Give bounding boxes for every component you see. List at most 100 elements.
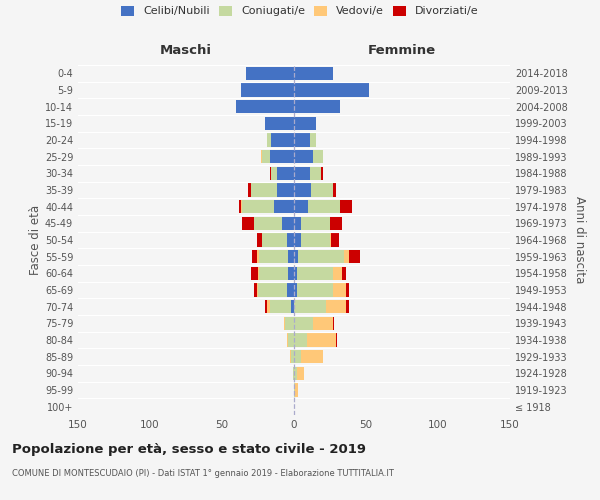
Bar xyxy=(288,250,294,264)
Bar xyxy=(333,184,336,196)
Bar xyxy=(258,266,259,280)
Bar xyxy=(259,266,288,280)
Bar xyxy=(258,284,287,296)
Bar xyxy=(236,100,294,114)
Bar xyxy=(241,200,242,213)
Bar xyxy=(248,184,251,196)
Bar xyxy=(336,334,337,346)
Bar xyxy=(277,166,294,180)
Bar xyxy=(311,184,333,196)
Bar xyxy=(254,216,283,230)
Bar xyxy=(294,100,340,114)
Bar xyxy=(269,150,294,164)
Bar xyxy=(251,266,258,280)
Bar xyxy=(294,84,369,96)
Bar xyxy=(294,234,301,246)
Bar xyxy=(259,250,288,264)
Y-axis label: Fasce di età: Fasce di età xyxy=(29,205,42,275)
Bar xyxy=(266,134,271,146)
Bar xyxy=(288,334,294,346)
Bar xyxy=(283,216,294,230)
Bar xyxy=(313,150,323,164)
Text: Popolazione per età, sesso e stato civile - 2019: Popolazione per età, sesso e stato civil… xyxy=(12,442,366,456)
Bar xyxy=(330,216,341,230)
Bar xyxy=(294,350,301,364)
Bar xyxy=(301,234,330,246)
Bar xyxy=(326,300,346,314)
Bar xyxy=(322,166,323,180)
Bar xyxy=(294,334,307,346)
Bar xyxy=(269,300,291,314)
Bar xyxy=(301,350,323,364)
Bar xyxy=(241,84,294,96)
Bar xyxy=(286,316,294,330)
Bar xyxy=(254,284,257,296)
Bar xyxy=(346,300,349,314)
Bar xyxy=(294,200,308,213)
Y-axis label: Anni di nascita: Anni di nascita xyxy=(573,196,586,284)
Bar xyxy=(301,216,330,230)
Bar xyxy=(308,200,340,213)
Bar xyxy=(293,366,294,380)
Text: Femmine: Femmine xyxy=(368,44,436,58)
Bar xyxy=(294,250,298,264)
Bar xyxy=(288,266,294,280)
Bar xyxy=(284,316,286,330)
Bar xyxy=(252,250,257,264)
Bar xyxy=(333,284,346,296)
Bar xyxy=(262,150,269,164)
Bar xyxy=(266,300,269,314)
Bar xyxy=(242,200,274,213)
Bar xyxy=(291,350,294,364)
Bar xyxy=(297,284,333,296)
Bar xyxy=(287,334,288,346)
Bar xyxy=(294,66,333,80)
Bar xyxy=(265,116,294,130)
Bar xyxy=(257,234,262,246)
Bar xyxy=(344,250,349,264)
Legend: Celibi/Nubili, Coniugati/e, Vedovi/e, Divorziati/e: Celibi/Nubili, Coniugati/e, Vedovi/e, Di… xyxy=(121,6,479,16)
Text: Maschi: Maschi xyxy=(160,44,212,58)
Bar xyxy=(291,300,294,314)
Bar xyxy=(287,284,294,296)
Bar xyxy=(310,166,322,180)
Bar xyxy=(257,250,259,264)
Bar xyxy=(269,166,271,180)
Bar xyxy=(313,316,333,330)
Bar xyxy=(290,350,291,364)
Bar xyxy=(274,200,294,213)
Bar xyxy=(330,234,331,246)
Bar xyxy=(346,284,349,296)
Bar xyxy=(294,300,326,314)
Bar xyxy=(331,234,338,246)
Bar xyxy=(242,216,254,230)
Bar xyxy=(294,184,311,196)
Bar xyxy=(297,366,304,380)
Bar xyxy=(341,266,346,280)
Bar xyxy=(294,266,297,280)
Bar xyxy=(277,184,294,196)
Bar xyxy=(294,166,310,180)
Bar xyxy=(262,234,287,246)
Bar xyxy=(294,384,295,396)
Bar xyxy=(247,66,294,80)
Bar xyxy=(298,250,344,264)
Bar xyxy=(271,166,277,180)
Bar xyxy=(294,150,313,164)
Text: COMUNE DI MONTESCUDAIO (PI) - Dati ISTAT 1° gennaio 2019 - Elaborazione TUTTITAL: COMUNE DI MONTESCUDAIO (PI) - Dati ISTAT… xyxy=(12,468,394,477)
Bar xyxy=(340,200,352,213)
Bar xyxy=(294,134,310,146)
Bar xyxy=(294,366,297,380)
Bar xyxy=(239,200,241,213)
Bar xyxy=(297,266,333,280)
Bar xyxy=(333,316,334,330)
Bar xyxy=(310,134,316,146)
Bar xyxy=(294,284,297,296)
Bar xyxy=(349,250,360,264)
Bar xyxy=(307,334,336,346)
Bar xyxy=(294,316,313,330)
Bar xyxy=(294,116,316,130)
Bar xyxy=(287,234,294,246)
Bar xyxy=(271,134,294,146)
Bar xyxy=(295,384,298,396)
